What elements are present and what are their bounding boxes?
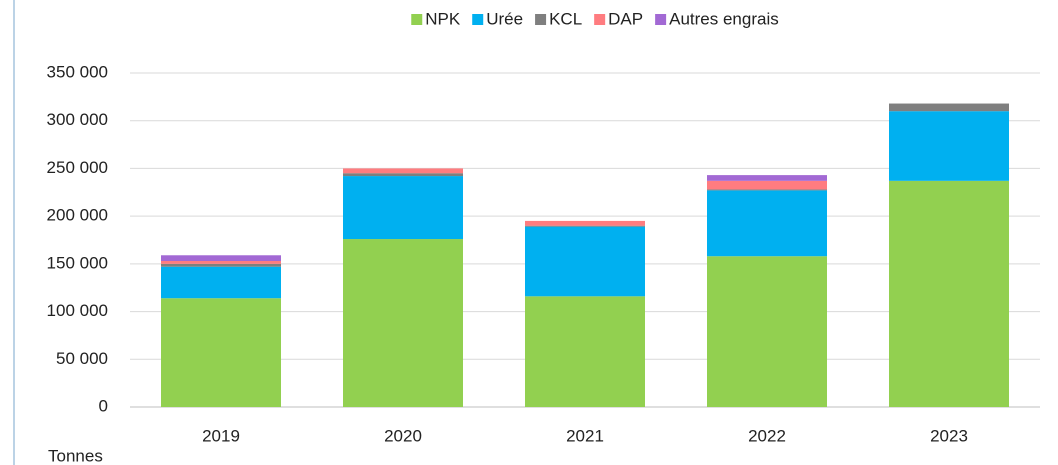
- bar-segment: [161, 255, 281, 261]
- legend-swatch: [535, 14, 547, 25]
- y-tick-label: 50 000: [56, 349, 108, 368]
- legend-label: Urée: [486, 9, 523, 28]
- legend-swatch: [411, 14, 423, 25]
- y-tick-label: 150 000: [47, 253, 108, 272]
- y-tick-label: 350 000: [47, 62, 108, 81]
- x-tick-label: 2022: [748, 426, 786, 445]
- bar-segment: [343, 176, 463, 240]
- bar-segment: [525, 296, 645, 407]
- bar-segment: [707, 189, 827, 191]
- y-tick-label: 100 000: [47, 301, 108, 320]
- bar-segment: [889, 180, 1009, 407]
- legend-swatch: [472, 14, 484, 25]
- bar-segment: [343, 239, 463, 407]
- bar-segment: [525, 220, 645, 226]
- legend-swatch: [594, 14, 606, 25]
- legend-label: KCL: [549, 9, 582, 28]
- bar-segment: [525, 226, 645, 297]
- x-tick-label: 2023: [930, 426, 968, 445]
- bar-segment: [707, 175, 827, 181]
- bar-segment: [161, 298, 281, 407]
- bar-segment: [707, 256, 827, 407]
- bar-segment: [889, 111, 1009, 181]
- bar-segment: [161, 266, 281, 299]
- x-tick-label: 2021: [566, 426, 604, 445]
- x-tick-label: 2019: [202, 426, 240, 445]
- bar-segment: [343, 173, 463, 177]
- bar-segment: [889, 103, 1009, 112]
- legend-swatch: [655, 14, 667, 25]
- y-tick-label: 250 000: [47, 158, 108, 177]
- bar-segment: [161, 260, 281, 264]
- bar-segment: [343, 168, 463, 174]
- y-axis-label: Tonnes: [48, 446, 103, 465]
- y-tick-label: 0: [99, 396, 108, 415]
- legend-label: Autres engrais: [669, 9, 779, 28]
- bar-segment: [707, 180, 827, 190]
- bar-segment: [525, 225, 645, 227]
- legend-label: DAP: [608, 9, 643, 28]
- x-tick-label: 2020: [384, 426, 422, 445]
- y-tick-label: 300 000: [47, 110, 108, 129]
- y-tick-label: 200 000: [47, 206, 108, 225]
- legend-label: NPK: [425, 9, 461, 28]
- bar-segment: [161, 263, 281, 267]
- bar-segment: [707, 190, 827, 257]
